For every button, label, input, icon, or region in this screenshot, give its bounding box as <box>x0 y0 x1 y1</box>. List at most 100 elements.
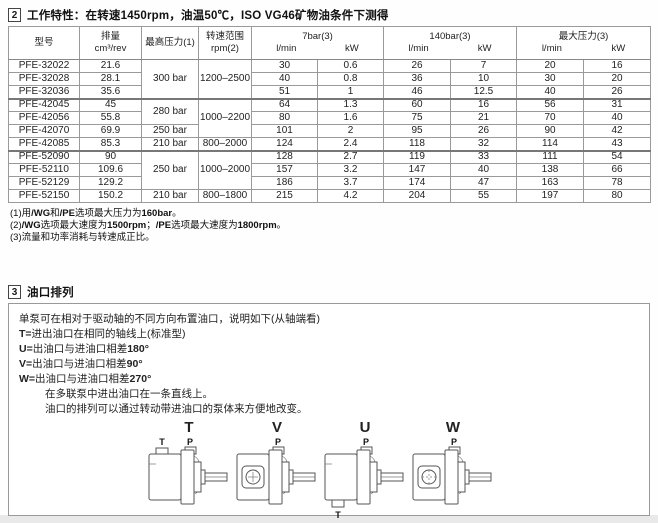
port-label: P <box>451 437 457 447</box>
cell-kmax: 66 <box>583 163 652 177</box>
port-arrangement-box: 单泵可在相对于驱动轴的不同方向布置油口，说明如下(从轴端看) T=进出油口在相同… <box>8 303 650 520</box>
cell-rpm: 1200–2500 <box>198 59 252 99</box>
subcol-kw: kW <box>611 43 626 54</box>
cell-disp: 45 <box>79 97 142 112</box>
port-note-line: 油口的排列可以通过转动带进油口的泵体来方便地改变。 <box>45 403 308 415</box>
cell-k7: 4.2 <box>317 189 384 203</box>
cell-disp: 150.2 <box>79 189 142 203</box>
cell-v140: 36 <box>383 72 451 86</box>
port-extra-notes: 在多联泵中进出油口在一条直线上。油口的排列可以通过转动带进油口的泵体来方便地改变… <box>19 387 639 417</box>
cell-v140: 75 <box>383 111 451 125</box>
port-label: P <box>187 437 193 447</box>
cell-kmax: 40 <box>583 111 652 125</box>
cell-v140: 174 <box>383 176 451 190</box>
cell-disp: 85.3 <box>79 137 142 151</box>
cell-v140: 26 <box>383 59 451 73</box>
cell-k7: 1 <box>317 85 384 99</box>
cell-k140: 10 <box>449 72 518 86</box>
cell-v7: 40 <box>251 72 318 86</box>
port-definition-line: V=出油口与进油口相差90° <box>19 358 143 370</box>
cell-v140: 147 <box>383 163 451 177</box>
cell-kmax: 43 <box>583 137 652 151</box>
cell-k7: 1.6 <box>317 111 384 125</box>
table-row: PFE-32022 21.6 300 bar 1200–2500 30 0.6 26 7 20 1… <box>8 59 652 99</box>
port-diagram-u: U P T <box>321 419 409 520</box>
cell-vmax: 40 <box>516 85 585 99</box>
col-group-7bar: 7bar(3) l/min kW <box>251 26 384 60</box>
cell-model: PFE-52110 <box>8 163 80 177</box>
table-row: PFE-52129 129.2 186 3.7 174 47 163 78 <box>8 176 652 190</box>
port-note-line: 在多联泵中进出油口在一条直线上。 <box>45 388 213 400</box>
cell-v140: 204 <box>383 189 451 203</box>
cell-disp: 69.9 <box>79 124 142 138</box>
section-2-title: 工作特性：在转速1450rpm，油温50℃，ISO VG46矿物油条件下测得 <box>27 10 389 22</box>
cell-vmax: 197 <box>516 189 585 203</box>
cell-pressure: 280 bar <box>141 97 199 125</box>
cell-model: PFE-52150 <box>8 189 80 203</box>
cell-vmax: 20 <box>516 59 585 73</box>
cell-k140: 47 <box>449 176 518 190</box>
cell-vmax: 163 <box>516 176 585 190</box>
pump-drawing-t-icon: T P <box>148 437 228 505</box>
footnote: (1)用/WG和/PE选项最大压力为160bar。 <box>10 208 182 219</box>
cell-kmax: 16 <box>583 59 652 73</box>
port-label: T <box>335 510 341 520</box>
cell-k7: 2.4 <box>317 137 384 151</box>
subcol-kw: kW <box>477 43 492 54</box>
cell-model: PFE-52090 <box>8 149 80 164</box>
cell-kmax: 80 <box>583 189 652 203</box>
section-3-number: 3 <box>8 285 21 299</box>
cell-model: PFE-52129 <box>8 176 80 190</box>
cell-vmax: 111 <box>516 149 585 164</box>
table-row: PFE-52150 150.2 210 bar 800–1800 215 4.2 204 55… <box>8 189 652 203</box>
port-definition-line: T=进出油口在相同的轴线上(标准型) <box>19 328 186 340</box>
table-row: PFE-52110 109.6 157 3.2 147 40 138 66 <box>8 163 652 177</box>
cell-k140: 33 <box>449 149 518 164</box>
cell-v7: 64 <box>251 97 318 112</box>
cell-v140: 119 <box>383 149 451 164</box>
cell-vmax: 70 <box>516 111 585 125</box>
cell-k140: 21 <box>449 111 518 125</box>
cell-model: PFE-32028 <box>8 72 80 86</box>
cell-v7: 51 <box>251 85 318 99</box>
cell-model: PFE-32022 <box>8 59 80 73</box>
cell-v7: 128 <box>251 149 318 164</box>
cell-disp: 109.6 <box>79 163 142 177</box>
diagram-label-w: W <box>445 419 461 436</box>
section-3-header: 3 油口排列 <box>8 285 650 299</box>
cell-v140: 118 <box>383 137 451 151</box>
cell-disp: 90 <box>79 149 142 164</box>
table-row: PFE-42070 69.9 250 bar 101 2 95 26 90 42 <box>8 124 652 138</box>
port-intro: 单泵可在相对于驱动轴的不同方向布置油口，说明如下(从轴端看) <box>19 313 320 325</box>
table-row: PFE-42085 85.3 210 bar 800–2000 124 2.4 118 32 1… <box>8 137 652 151</box>
cell-vmax: 56 <box>516 97 585 112</box>
cell-rpm: 800–2000 <box>198 137 252 151</box>
cell-k7: 0.8 <box>317 72 384 86</box>
pump-drawing-w-icon: P <box>412 437 492 505</box>
performance-table: 型号 排量 cm³/rev 最高压力(1) 转速范围 rpm(2) 7bar(3… <box>8 26 652 203</box>
table-row: PFE-32036 35.6 51 1 46 12.5 40 26 <box>8 85 652 99</box>
col-header-displacement: 排量 cm³/rev <box>79 26 142 60</box>
col-group-140bar: 140bar(3) l/min kW <box>382 26 518 60</box>
cell-kmax: 20 <box>583 72 652 86</box>
cell-model: PFE-42045 <box>8 97 80 112</box>
cell-v7: 101 <box>251 124 318 138</box>
cell-vmax: 114 <box>516 137 585 151</box>
cell-v7: 157 <box>251 163 318 177</box>
pump-drawing-v-icon: P <box>236 437 316 505</box>
cell-v7: 186 <box>251 176 318 190</box>
cell-k7: 2.7 <box>317 149 384 164</box>
cell-pressure: 250 bar <box>141 124 199 138</box>
diagram-label-t: T <box>184 419 194 436</box>
col-header-speed-range: 转速范围 rpm(2) <box>198 26 252 60</box>
cell-kmax: 26 <box>583 85 652 99</box>
port-definition-line: U=出油口与进油口相差180° <box>19 343 149 355</box>
cell-k140: 55 <box>449 189 518 203</box>
cell-rpm: 1000–2200 <box>198 97 252 138</box>
section-2-number: 2 <box>8 8 21 22</box>
cell-pressure: 210 bar <box>141 189 199 203</box>
port-label: T <box>159 437 165 447</box>
section-3-title: 油口排列 <box>27 287 74 299</box>
port-diagrams: T T P <box>19 419 639 520</box>
